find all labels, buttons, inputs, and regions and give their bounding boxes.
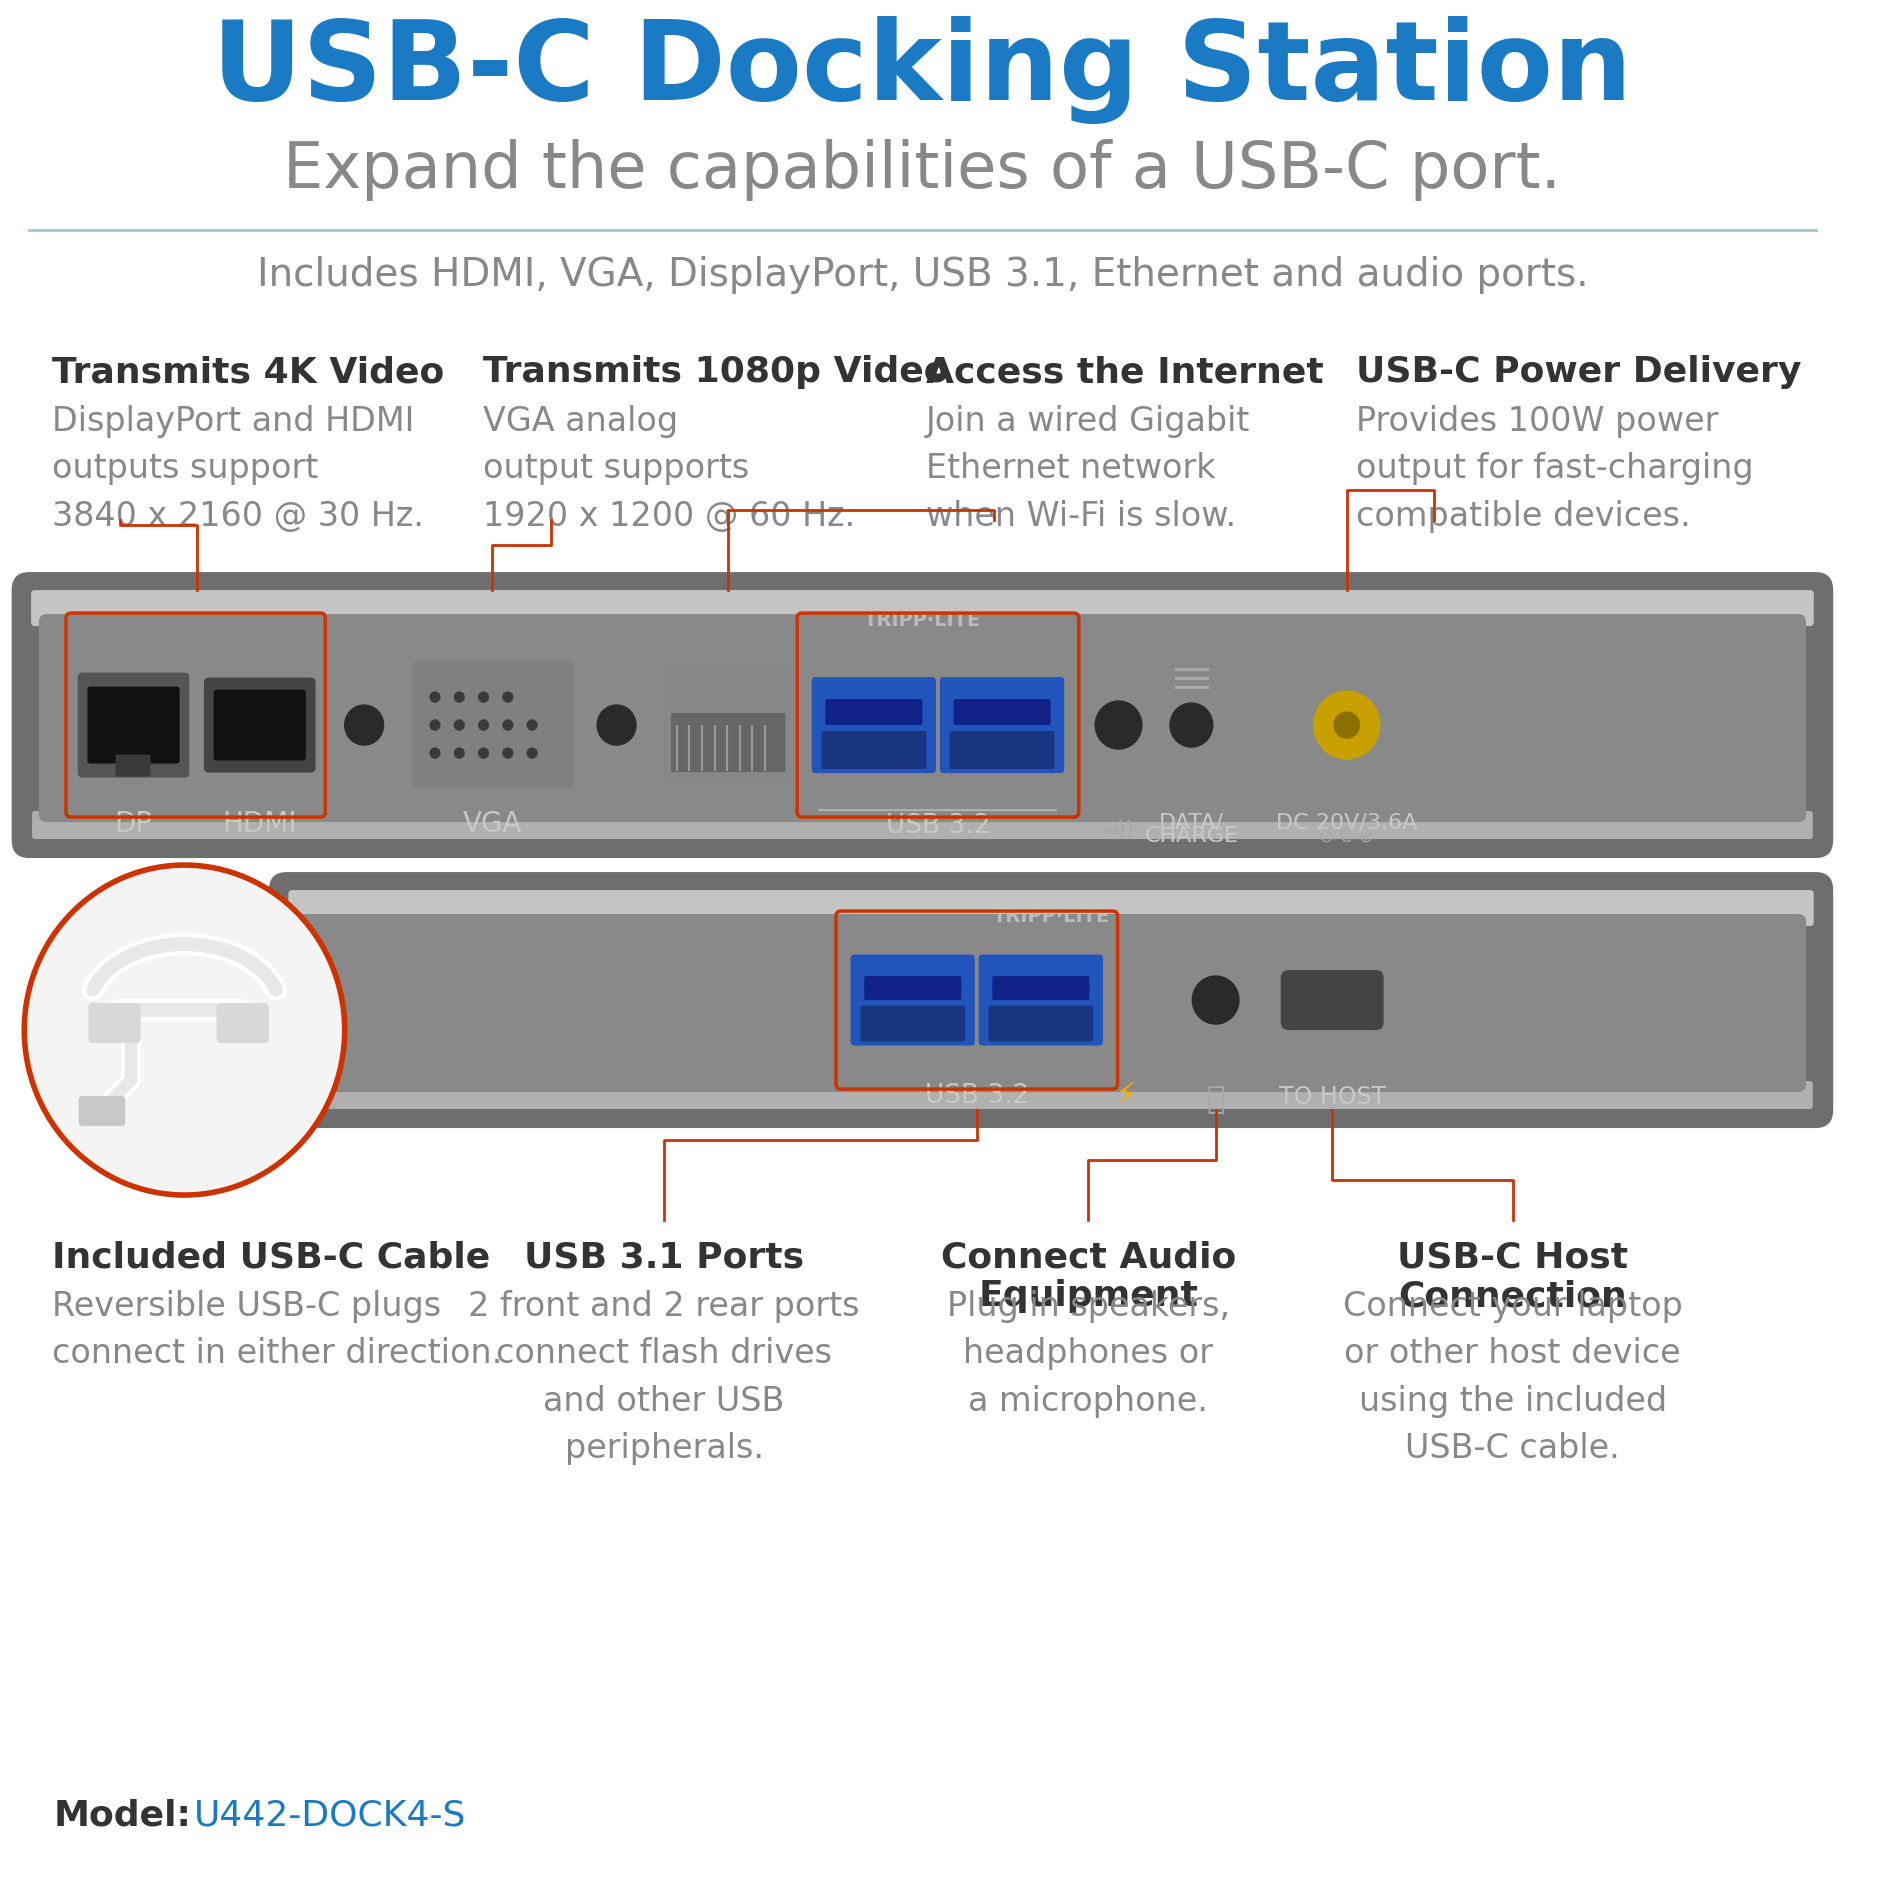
FancyBboxPatch shape: [978, 954, 1104, 1045]
Text: ⚡: ⚡: [1115, 1081, 1136, 1110]
Text: CHARGE: CHARGE: [1144, 826, 1239, 846]
Text: Plug in speakers,
headphones or
a microphone.: Plug in speakers, headphones or a microp…: [946, 1290, 1229, 1417]
Text: HDMI: HDMI: [222, 809, 296, 838]
FancyBboxPatch shape: [87, 686, 180, 764]
Circle shape: [479, 720, 488, 730]
FancyBboxPatch shape: [296, 914, 1807, 1092]
Circle shape: [479, 749, 488, 758]
Text: Reversible USB-C plugs
connect in either direction.: Reversible USB-C plugs connect in either…: [51, 1290, 502, 1370]
Text: VGA analog
output supports
1920 x 1200 @ 60 Hz.: VGA analog output supports 1920 x 1200 @…: [483, 405, 855, 532]
Text: 🎧: 🎧: [1206, 1085, 1226, 1115]
Circle shape: [344, 705, 384, 745]
FancyBboxPatch shape: [213, 690, 306, 760]
FancyBboxPatch shape: [78, 1096, 125, 1127]
Circle shape: [1193, 977, 1239, 1024]
Text: Model:: Model:: [53, 1797, 192, 1832]
Circle shape: [429, 720, 439, 730]
FancyBboxPatch shape: [811, 676, 937, 773]
Circle shape: [504, 720, 513, 730]
FancyBboxPatch shape: [661, 665, 796, 785]
Text: Transmits 4K Video: Transmits 4K Video: [51, 355, 445, 390]
Circle shape: [454, 720, 464, 730]
Circle shape: [1334, 712, 1358, 737]
Circle shape: [454, 692, 464, 703]
Text: ⊙-C-⊕: ⊙-C-⊕: [1319, 828, 1374, 846]
Text: USB-C Host
Connection: USB-C Host Connection: [1396, 1241, 1628, 1313]
FancyBboxPatch shape: [954, 699, 1051, 726]
Text: Access the Internet: Access the Internet: [925, 355, 1324, 390]
Text: TRIPP·LITE: TRIPP·LITE: [992, 906, 1110, 925]
Circle shape: [526, 749, 538, 758]
FancyBboxPatch shape: [825, 699, 922, 726]
Circle shape: [454, 749, 464, 758]
Circle shape: [1313, 692, 1379, 760]
Text: DATA/: DATA/: [1159, 811, 1224, 832]
Circle shape: [479, 692, 488, 703]
Text: USB 3.2: USB 3.2: [925, 1083, 1030, 1110]
Text: DisplayPort and HDMI
outputs support
3840 x 2160 @ 30 Hz.: DisplayPort and HDMI outputs support 384…: [51, 405, 424, 532]
Circle shape: [526, 720, 538, 730]
Text: USB 3.1 Ports: USB 3.1 Ports: [524, 1241, 804, 1275]
FancyBboxPatch shape: [864, 977, 961, 999]
FancyBboxPatch shape: [217, 1003, 270, 1043]
Text: Connect Audio
Equipment: Connect Audio Equipment: [940, 1241, 1237, 1313]
FancyBboxPatch shape: [821, 732, 927, 770]
FancyBboxPatch shape: [30, 591, 1814, 627]
Text: TO HOST: TO HOST: [1279, 1085, 1385, 1110]
Text: DP: DP: [114, 809, 152, 838]
Text: ◄)): ◄)): [1102, 821, 1136, 840]
FancyBboxPatch shape: [89, 1003, 141, 1043]
FancyBboxPatch shape: [116, 754, 150, 777]
FancyBboxPatch shape: [1281, 971, 1383, 1030]
FancyBboxPatch shape: [203, 678, 315, 773]
Text: 2 front and 2 rear ports
connect flash drives
and other USB
peripherals.: 2 front and 2 rear ports connect flash d…: [469, 1290, 861, 1465]
FancyBboxPatch shape: [950, 732, 1054, 770]
Text: VGA: VGA: [462, 809, 522, 838]
Text: Connect your laptop
or other host device
using the included
USB-C cable.: Connect your laptop or other host device…: [1343, 1290, 1683, 1465]
Text: Transmits 1080p Video: Transmits 1080p Video: [483, 355, 948, 390]
Circle shape: [25, 864, 344, 1195]
Circle shape: [504, 692, 513, 703]
FancyBboxPatch shape: [289, 889, 1814, 925]
Circle shape: [429, 749, 439, 758]
Circle shape: [504, 749, 513, 758]
Text: USB 3.2: USB 3.2: [885, 813, 990, 840]
FancyBboxPatch shape: [32, 811, 1813, 840]
FancyBboxPatch shape: [289, 1081, 1813, 1110]
Text: U442-DOCK4-S: U442-DOCK4-S: [194, 1797, 467, 1832]
Circle shape: [597, 705, 636, 745]
FancyBboxPatch shape: [412, 661, 574, 788]
FancyBboxPatch shape: [988, 1005, 1092, 1041]
FancyBboxPatch shape: [992, 977, 1089, 999]
Text: Expand the capabilities of a USB-C port.: Expand the capabilities of a USB-C port.: [283, 139, 1562, 201]
FancyBboxPatch shape: [671, 712, 785, 771]
FancyBboxPatch shape: [861, 1005, 965, 1041]
FancyBboxPatch shape: [270, 872, 1833, 1129]
FancyBboxPatch shape: [38, 614, 1807, 823]
Text: Join a wired Gigabit
Ethernet network
when Wi-Fi is slow.: Join a wired Gigabit Ethernet network wh…: [925, 405, 1250, 532]
Text: Provides 100W power
output for fast-charging
compatible devices.: Provides 100W power output for fast-char…: [1357, 405, 1754, 532]
FancyBboxPatch shape: [940, 676, 1064, 773]
FancyBboxPatch shape: [78, 673, 190, 777]
Circle shape: [1094, 701, 1142, 749]
FancyBboxPatch shape: [11, 572, 1834, 859]
Text: DC 20V/3.6A: DC 20V/3.6A: [1277, 811, 1417, 832]
Text: USB-C Docking Station: USB-C Docking Station: [213, 15, 1632, 124]
Circle shape: [1170, 703, 1212, 747]
Text: TRIPP·LITE: TRIPP·LITE: [864, 610, 980, 629]
Text: USB-C Power Delivery: USB-C Power Delivery: [1357, 355, 1801, 390]
Text: Included USB-C Cable: Included USB-C Cable: [51, 1241, 490, 1275]
FancyBboxPatch shape: [851, 954, 975, 1045]
Circle shape: [429, 692, 439, 703]
Text: Includes HDMI, VGA, DisplayPort, USB 3.1, Ethernet and audio ports.: Includes HDMI, VGA, DisplayPort, USB 3.1…: [256, 256, 1588, 294]
